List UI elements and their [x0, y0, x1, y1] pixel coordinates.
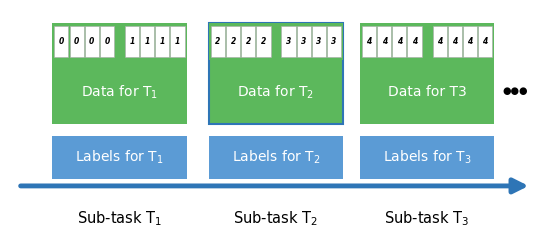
- Bar: [171, 26, 184, 57]
- Bar: [478, 26, 492, 57]
- Text: 4: 4: [452, 37, 458, 46]
- Bar: [52, 136, 187, 179]
- Text: $\mathregular{Labels\ for\ T_{3}}$: $\mathregular{Labels\ for\ T_{3}}$: [383, 149, 471, 166]
- Bar: [377, 26, 391, 57]
- Bar: [155, 26, 169, 57]
- Text: 2: 2: [231, 37, 236, 46]
- Text: 4: 4: [468, 37, 473, 46]
- Bar: [140, 26, 154, 57]
- Bar: [52, 23, 187, 124]
- Text: 3: 3: [316, 37, 321, 46]
- Text: $\mathregular{Data\ for\ T_{1}}$: $\mathregular{Data\ for\ T_{1}}$: [81, 84, 158, 101]
- Bar: [209, 23, 343, 124]
- Text: $\mathregular{Labels\ for\ T_{1}}$: $\mathregular{Labels\ for\ T_{1}}$: [75, 149, 164, 166]
- Text: 2: 2: [246, 37, 251, 46]
- FancyArrowPatch shape: [20, 180, 523, 192]
- Bar: [209, 136, 343, 179]
- Text: 0: 0: [59, 37, 64, 46]
- Text: 4: 4: [381, 37, 387, 46]
- Text: 4: 4: [367, 37, 371, 46]
- Bar: [362, 26, 376, 57]
- Text: 1: 1: [145, 37, 150, 46]
- Text: 0: 0: [89, 37, 94, 46]
- Bar: [226, 26, 240, 57]
- Text: $\mathregular{Sub\text{-}task\ T_{1}}$: $\mathregular{Sub\text{-}task\ T_{1}}$: [77, 209, 162, 228]
- Text: $\mathregular{Data\ for\ T_{2}}$: $\mathregular{Data\ for\ T_{2}}$: [237, 84, 315, 101]
- Text: 1: 1: [160, 37, 165, 46]
- Text: 4: 4: [482, 37, 488, 46]
- Text: $\mathregular{Sub\text{-}task\ T_{3}}$: $\mathregular{Sub\text{-}task\ T_{3}}$: [384, 209, 470, 228]
- Bar: [360, 136, 494, 179]
- Text: 3: 3: [301, 37, 306, 46]
- Bar: [296, 26, 311, 57]
- Bar: [360, 23, 494, 124]
- Text: 1: 1: [129, 37, 135, 46]
- Bar: [125, 26, 139, 57]
- Bar: [282, 26, 295, 57]
- Text: 4: 4: [397, 37, 402, 46]
- Bar: [433, 26, 447, 57]
- Text: 0: 0: [104, 37, 109, 46]
- Text: 4: 4: [437, 37, 442, 46]
- Text: 0: 0: [74, 37, 79, 46]
- Bar: [70, 26, 84, 57]
- Text: $\mathregular{Sub\text{-}task\ T_{2}}$: $\mathregular{Sub\text{-}task\ T_{2}}$: [233, 209, 319, 228]
- Text: 1: 1: [175, 37, 180, 46]
- Text: 3: 3: [331, 37, 337, 46]
- Bar: [392, 26, 406, 57]
- Text: 4: 4: [412, 37, 417, 46]
- Bar: [257, 26, 270, 57]
- Bar: [463, 26, 477, 57]
- Text: ●●●: ●●●: [502, 86, 528, 96]
- Bar: [211, 26, 225, 57]
- Bar: [312, 26, 326, 57]
- Bar: [448, 26, 462, 57]
- Bar: [407, 26, 422, 57]
- Text: 2: 2: [215, 37, 221, 46]
- Bar: [327, 26, 341, 57]
- Bar: [209, 23, 343, 61]
- Text: Data for T3: Data for T3: [388, 85, 466, 100]
- Bar: [55, 26, 68, 57]
- Bar: [360, 23, 494, 61]
- Text: $\mathregular{Labels\ for\ T_{2}}$: $\mathregular{Labels\ for\ T_{2}}$: [232, 149, 320, 166]
- Bar: [100, 26, 114, 57]
- Text: 3: 3: [286, 37, 291, 46]
- Text: 2: 2: [261, 37, 266, 46]
- Bar: [85, 26, 99, 57]
- Bar: [241, 26, 256, 57]
- Bar: [52, 23, 187, 61]
